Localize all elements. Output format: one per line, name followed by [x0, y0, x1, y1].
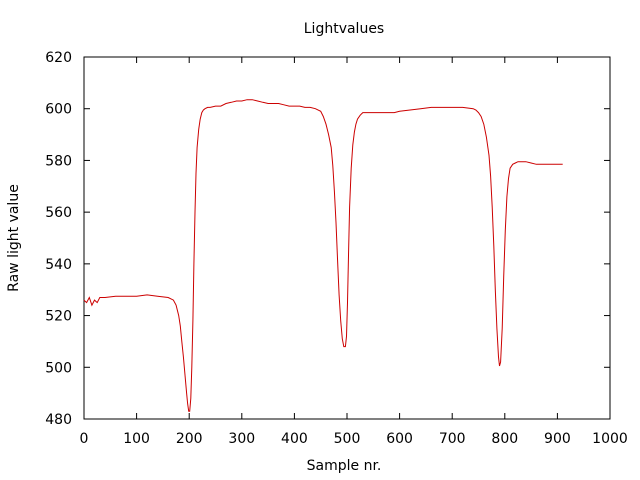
y-tick-label: 500 — [45, 360, 72, 376]
y-tick-label: 480 — [45, 412, 72, 428]
y-tick-label: 520 — [45, 309, 72, 325]
x-tick-label: 300 — [228, 431, 255, 447]
x-axis-label: Sample nr. — [307, 458, 382, 474]
x-tick-label: 700 — [439, 431, 466, 447]
y-tick-label: 540 — [45, 257, 72, 273]
x-tick-label: 500 — [334, 431, 361, 447]
axis-ticks: 0 100 200 300 400 500 600 700 800 900 1000 480 500 52… — [45, 50, 628, 447]
y-tick-label: 580 — [45, 153, 72, 169]
series-line — [83, 99, 563, 412]
y-axis-label: Raw light value — [6, 184, 22, 292]
x-tick-label: 1000 — [592, 431, 628, 447]
y-tick-label: 560 — [45, 205, 72, 221]
x-tick-label: 600 — [386, 431, 413, 447]
x-tick-label: 400 — [281, 431, 308, 447]
chart-title: Lightvalues — [304, 21, 384, 37]
y-tick-label: 620 — [45, 50, 72, 66]
x-tick-label: 800 — [491, 431, 518, 447]
x-tick-label: 0 — [80, 431, 89, 447]
x-tick-label: 100 — [123, 431, 150, 447]
x-tick-label: 900 — [544, 431, 571, 447]
x-tick-label: 200 — [176, 431, 203, 447]
plot-frame — [83, 56, 611, 420]
y-tick-label: 600 — [45, 102, 72, 118]
